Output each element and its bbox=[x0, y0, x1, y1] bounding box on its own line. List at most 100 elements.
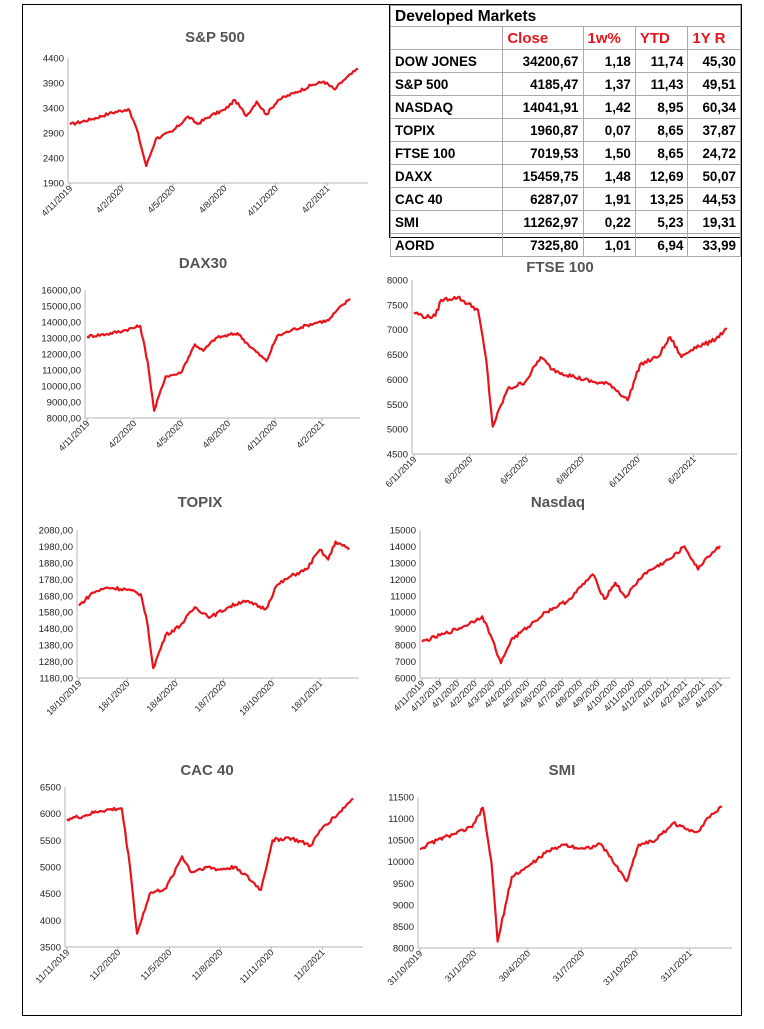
dax30-series-line bbox=[86, 297, 351, 412]
dax30-y-tick-label: 9000,00 bbox=[47, 398, 81, 409]
topix-y-tick-label: 1580,00 bbox=[39, 608, 73, 619]
ftse100-x-tick-label: 6/2/2020 bbox=[442, 454, 474, 486]
dax30-y-tick-label: 14000,00 bbox=[41, 318, 81, 329]
nasdaq-y-tick-label: 14000 bbox=[390, 542, 416, 553]
nasdaq-y-tick-label: 13000 bbox=[390, 558, 416, 569]
sp500-title: S&P 500 bbox=[185, 29, 245, 46]
table-body: DOW JONES 34200,67 1,18 11,74 45,30 S&P 500 41… bbox=[389, 49, 741, 257]
topix-x-tick-label: 18/1/2021 bbox=[289, 678, 324, 713]
value-cell: 0,07 bbox=[582, 118, 636, 142]
index-name-cell: AORD bbox=[389, 233, 504, 257]
value-cell: 7325,80 bbox=[502, 233, 584, 257]
table-title: Developed Markets bbox=[390, 5, 741, 27]
table-row: FTSE 100 7019,53 1,50 8,65 24,72 bbox=[389, 141, 741, 165]
dax30-x-tick-label: 4/11/2020 bbox=[244, 418, 279, 453]
sp500-series-line bbox=[69, 67, 359, 168]
developed-markets-table: Developed Markets Close 1w% YTD 1Y R DOW… bbox=[389, 4, 742, 257]
dax30-y-tick-label: 13000,00 bbox=[41, 334, 81, 345]
topix-x-tick-label: 18/4/2020 bbox=[144, 678, 179, 713]
value-cell: 12,69 bbox=[634, 164, 689, 188]
topix-title: TOPIX bbox=[178, 494, 223, 511]
ftse100-title: FTSE 100 bbox=[526, 259, 594, 276]
value-cell: 1,01 bbox=[582, 233, 636, 257]
dax30-x-tick-label: 4/8/2020 bbox=[200, 418, 232, 450]
ftse100-y-tick-label: 5500 bbox=[387, 400, 408, 411]
cac40-y-tick-label: 6500 bbox=[40, 783, 61, 794]
index-name-cell: FTSE 100 bbox=[389, 141, 504, 165]
value-cell: 14041,91 bbox=[502, 95, 584, 119]
ftse100-series-line bbox=[413, 295, 728, 428]
report-frame bbox=[22, 4, 742, 1016]
markets-grid: Developed Markets Close 1w% YTD 1Y R DOW… bbox=[389, 5, 741, 257]
value-cell: 44,53 bbox=[687, 187, 741, 211]
ftse100-x-tick-label: 6/2/2021 bbox=[666, 454, 698, 486]
topix-x-tick-label: 18/1/2020 bbox=[96, 678, 131, 713]
value-cell: 45,30 bbox=[687, 49, 741, 73]
topix-y-tick-label: 1780,00 bbox=[39, 575, 73, 586]
ftse100-y-tick-label: 6500 bbox=[387, 350, 408, 361]
value-cell: 11,74 bbox=[634, 49, 689, 73]
dax30-x-tick-label: 4/5/2020 bbox=[153, 418, 185, 450]
dax30-y-tick-label: 16000,00 bbox=[41, 286, 81, 297]
cac40-x-tick-label: 11/5/2020 bbox=[139, 947, 174, 982]
smi-y-tick-label: 9500 bbox=[393, 879, 414, 890]
nasdaq-series-line bbox=[421, 545, 721, 665]
index-name-cell: SMI bbox=[389, 210, 504, 234]
value-cell: 1,48 bbox=[582, 164, 636, 188]
smi-y-tick-label: 8000 bbox=[393, 944, 414, 955]
topix-x-tick-label: 18/10/2020 bbox=[237, 678, 276, 717]
topix-series-line bbox=[78, 540, 350, 670]
smi-y-tick-label: 10500 bbox=[388, 836, 414, 847]
sp500-y-tick-label: 2900 bbox=[43, 129, 64, 140]
ftse100-y-tick-label: 7000 bbox=[387, 325, 408, 336]
sp500-x-tick-label: 4/5/2020 bbox=[145, 183, 177, 215]
index-name-cell: NASDAQ bbox=[389, 95, 504, 119]
value-cell: 1,18 bbox=[582, 49, 636, 73]
index-name-cell: TOPIX bbox=[389, 118, 504, 142]
topix-y-tick-label: 1980,00 bbox=[39, 542, 73, 553]
sp500-chart: S&P 5001900240029003400390044004/11/2019… bbox=[40, 29, 368, 218]
value-cell: 13,25 bbox=[634, 187, 689, 211]
value-cell: 11,43 bbox=[634, 72, 689, 96]
table-row: CAC 40 6287,07 1,91 13,25 44,53 bbox=[389, 187, 741, 211]
cac40-title: CAC 40 bbox=[180, 762, 233, 779]
sp500-y-tick-label: 3400 bbox=[43, 104, 64, 115]
table-row: AORD 7325,80 1,01 6,94 33,99 bbox=[389, 233, 741, 257]
dax30-title: DAX30 bbox=[179, 255, 227, 272]
ftse100-y-tick-label: 7500 bbox=[387, 300, 408, 311]
topix-y-tick-label: 1880,00 bbox=[39, 558, 73, 569]
value-cell: 24,72 bbox=[687, 141, 741, 165]
index-name-cell: DAXX bbox=[389, 164, 504, 188]
nasdaq-title: Nasdaq bbox=[531, 494, 585, 511]
cac40-x-tick-label: 11/11/2020 bbox=[238, 947, 276, 985]
index-name-cell: DOW JONES bbox=[389, 49, 504, 73]
cac40-series-line bbox=[66, 797, 354, 935]
topix-y-tick-label: 1280,00 bbox=[39, 657, 73, 668]
cac40-chart: CAC 40 3500 4000 4500 5000 5500 6000 6500 11/11/… bbox=[33, 762, 363, 985]
ftse100-y-tick-label: 5000 bbox=[387, 425, 408, 436]
dax30-x-tick-label: 4/2/2020 bbox=[107, 418, 139, 450]
table-header-row: Close 1w% YTD 1Y R bbox=[389, 26, 741, 50]
cac40-y-tick-label: 3500 bbox=[40, 943, 61, 954]
topix-y-tick-label: 1480,00 bbox=[39, 624, 73, 635]
value-cell: 4185,47 bbox=[502, 72, 584, 96]
smi-series-line bbox=[419, 805, 723, 943]
value-cell: 49,51 bbox=[687, 72, 741, 96]
sp500-x-tick-label: 4/2/2020 bbox=[94, 183, 126, 215]
value-cell: 1,37 bbox=[582, 72, 636, 96]
dax30-x-tick-label: 4/2/2021 bbox=[294, 418, 326, 450]
smi-title: SMI bbox=[549, 762, 576, 779]
cac40-x-tick-label: 11/2/2021 bbox=[292, 947, 327, 982]
cac40-y-tick-label: 4000 bbox=[40, 916, 61, 927]
value-cell: 8,65 bbox=[634, 141, 689, 165]
topix-y-tick-label: 2080,00 bbox=[39, 526, 73, 537]
value-cell: 0,22 bbox=[582, 210, 636, 234]
ftse100-x-tick-label: 6/11/2020 bbox=[607, 454, 642, 489]
dax30-y-tick-label: 12000,00 bbox=[41, 350, 81, 361]
value-cell: 1,42 bbox=[582, 95, 636, 119]
smi-y-tick-label: 8500 bbox=[393, 922, 414, 933]
index-name-cell: S&P 500 bbox=[389, 72, 504, 96]
sp500-x-tick-label: 4/11/2020 bbox=[245, 183, 280, 218]
nasdaq-y-tick-label: 11000 bbox=[390, 591, 416, 602]
sp500-y-tick-label: 1900 bbox=[43, 179, 64, 190]
